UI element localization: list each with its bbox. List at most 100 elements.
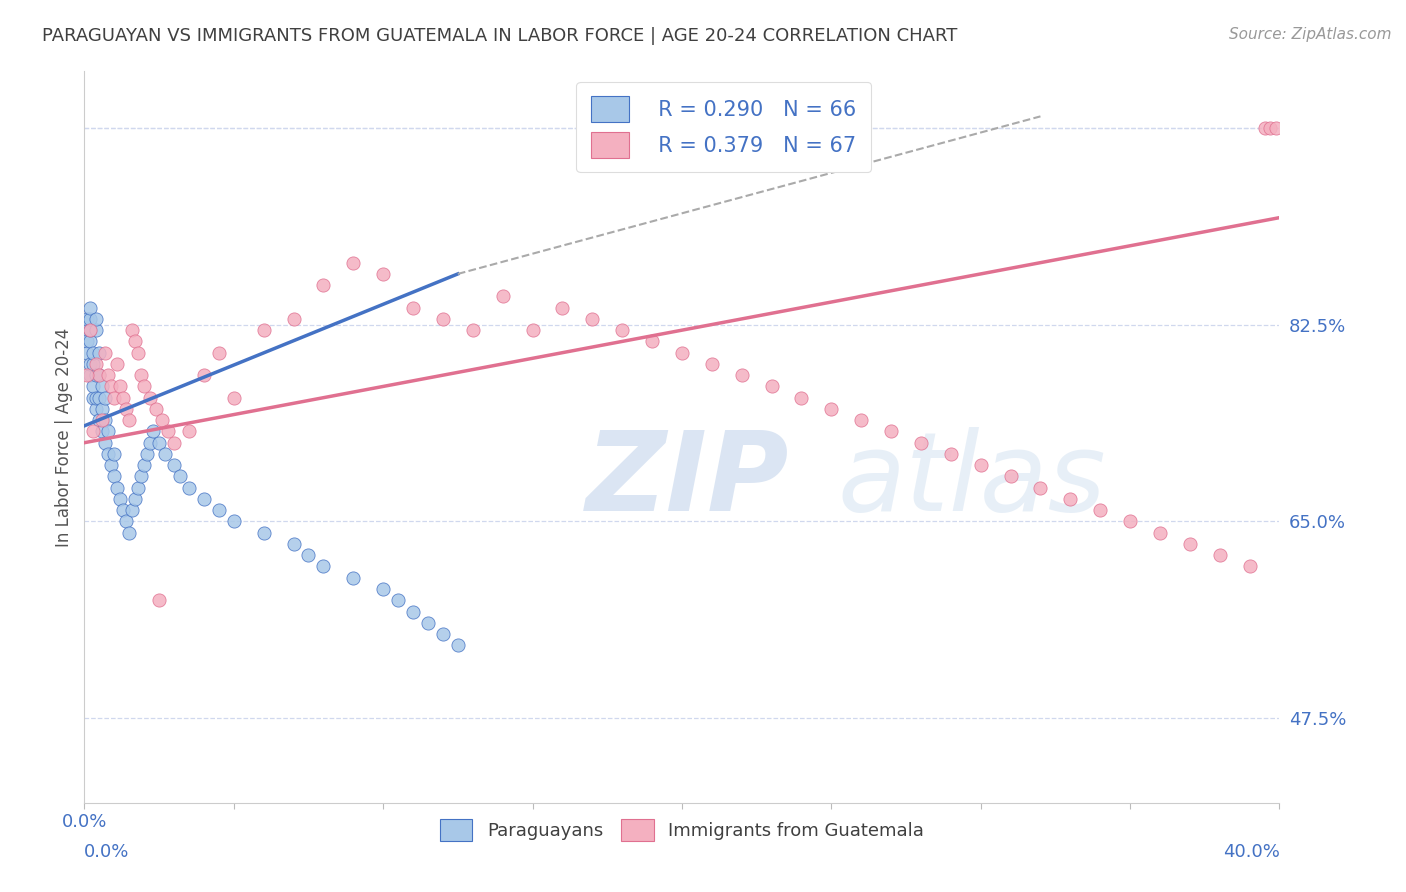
Point: [86, 401, 108, 416]
Text: PARAGUAYAN VS IMMIGRANTS FROM GUATEMALA IN LABOR FORCE | AGE 20-24 CORRELATION C: PARAGUAYAN VS IMMIGRANTS FROM GUATEMALA …: [42, 27, 957, 45]
Point: [432, 312, 454, 326]
Point: [432, 627, 454, 641]
Point: [148, 435, 170, 450]
Point: [76, 345, 98, 359]
Point: [447, 638, 470, 652]
Point: [86, 357, 108, 371]
Point: [103, 391, 125, 405]
Point: [97, 425, 120, 439]
Point: [312, 278, 335, 293]
Point: [761, 379, 783, 393]
Point: [79, 357, 101, 371]
Point: [86, 312, 108, 326]
Point: [79, 368, 101, 383]
Point: [297, 548, 319, 562]
Point: [86, 391, 108, 405]
Point: [132, 379, 156, 393]
Point: [105, 481, 128, 495]
Point: [1253, 120, 1275, 135]
Point: [641, 334, 664, 349]
Point: [82, 345, 104, 359]
Point: [880, 425, 903, 439]
Point: [105, 357, 128, 371]
Point: [139, 435, 162, 450]
Point: [1209, 548, 1232, 562]
Point: [253, 323, 276, 337]
Point: [169, 469, 191, 483]
Point: [193, 491, 215, 506]
Point: [461, 323, 484, 337]
Point: [124, 491, 146, 506]
Point: [82, 391, 104, 405]
Point: [373, 582, 395, 596]
Point: [145, 401, 167, 416]
Point: [312, 559, 335, 574]
Point: [342, 255, 364, 269]
Point: [671, 345, 693, 359]
Point: [89, 345, 111, 359]
Point: [127, 345, 149, 359]
Point: [1178, 537, 1201, 551]
Point: [142, 425, 165, 439]
Point: [94, 345, 117, 359]
Point: [118, 413, 141, 427]
Point: [94, 435, 117, 450]
Point: [1090, 503, 1112, 517]
Point: [153, 447, 176, 461]
Text: 40.0%: 40.0%: [1223, 843, 1279, 861]
Point: [89, 368, 111, 383]
Point: [110, 491, 132, 506]
Point: [387, 593, 409, 607]
Point: [76, 323, 98, 337]
Point: [1119, 515, 1142, 529]
Point: [402, 301, 425, 315]
Point: [731, 368, 754, 383]
Point: [89, 368, 111, 383]
Point: [76, 368, 98, 383]
Point: [127, 481, 149, 495]
Point: [115, 515, 138, 529]
Point: [91, 401, 114, 416]
Point: [97, 368, 120, 383]
Point: [76, 312, 98, 326]
Point: [492, 289, 515, 303]
Point: [148, 593, 170, 607]
Point: [373, 267, 395, 281]
Text: Source: ZipAtlas.com: Source: ZipAtlas.com: [1229, 27, 1392, 42]
Point: [402, 605, 425, 619]
Point: [208, 503, 231, 517]
Point: [79, 323, 101, 337]
Point: [150, 413, 173, 427]
Point: [79, 334, 101, 349]
Point: [790, 391, 813, 405]
Point: [112, 391, 135, 405]
Point: [222, 515, 245, 529]
Point: [177, 425, 200, 439]
Point: [1059, 491, 1081, 506]
Point: [124, 334, 146, 349]
Point: [129, 368, 152, 383]
Point: [416, 615, 439, 630]
Point: [939, 447, 962, 461]
Point: [851, 413, 873, 427]
Point: [121, 503, 143, 517]
Point: [86, 368, 108, 383]
Point: [118, 525, 141, 540]
Point: [342, 571, 364, 585]
Legend: Paraguayans, Immigrants from Guatemala: Paraguayans, Immigrants from Guatemala: [433, 812, 931, 848]
Point: [522, 323, 544, 337]
Point: [112, 503, 135, 517]
Point: [1000, 469, 1022, 483]
Point: [283, 537, 305, 551]
Point: [163, 435, 186, 450]
Point: [82, 379, 104, 393]
Point: [1239, 559, 1261, 574]
Point: [820, 401, 842, 416]
Point: [551, 301, 574, 315]
Point: [136, 447, 159, 461]
Point: [94, 391, 117, 405]
Point: [79, 312, 101, 326]
Point: [163, 458, 186, 473]
Text: ZIP: ZIP: [586, 427, 790, 534]
Point: [110, 379, 132, 393]
